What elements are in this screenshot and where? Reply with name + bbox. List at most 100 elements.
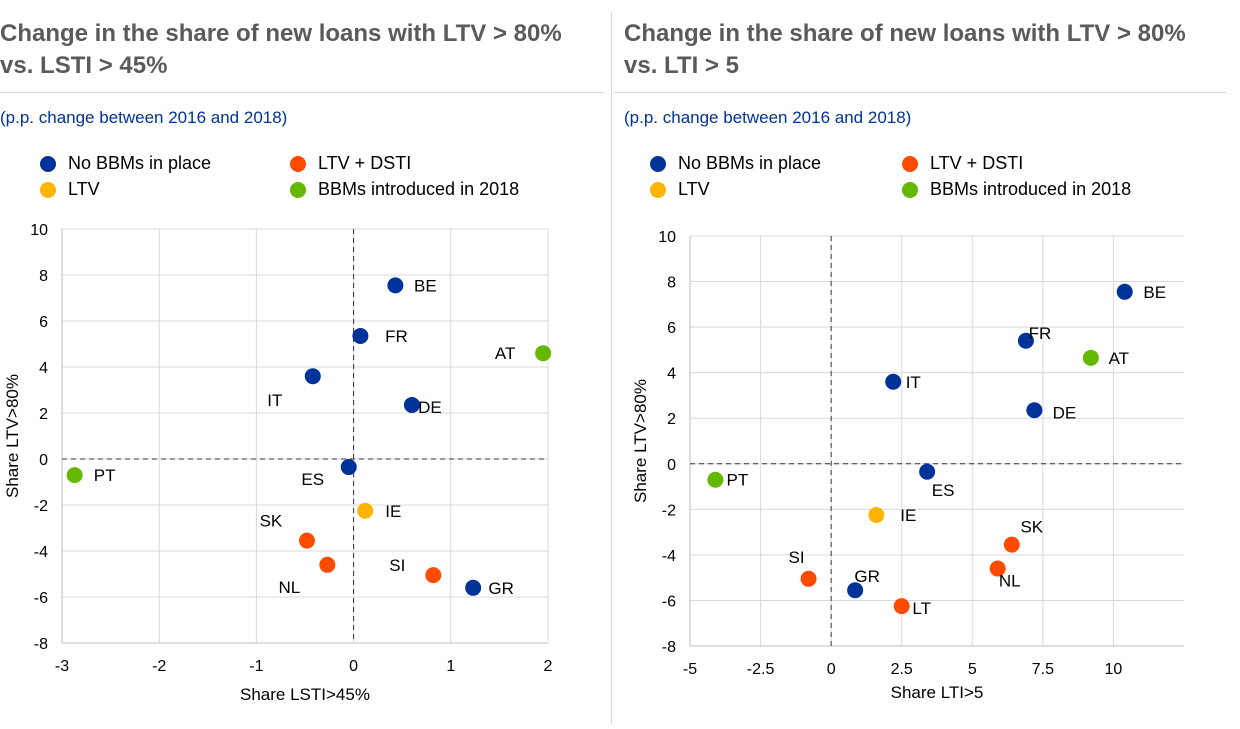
x-tick-label: -5 — [683, 661, 697, 678]
legend-item-bbms-2018: BBMs introduced in 2018 — [902, 179, 1131, 200]
data-label-de: DE — [1053, 403, 1077, 422]
data-point-sk — [298, 532, 315, 549]
y-tick-label: 4 — [39, 360, 48, 377]
y-tick-label: 8 — [667, 275, 676, 292]
legend-marker — [902, 155, 918, 172]
y-tick-label: 6 — [667, 320, 676, 337]
data-label-be: BE — [414, 276, 437, 295]
data-label-gr: GR — [854, 567, 880, 586]
data-point-sk — [1003, 536, 1020, 553]
data-point-lt — [893, 598, 910, 615]
legend-item-ltv-dsti: LTV + DSTI — [902, 153, 1023, 174]
data-point-at — [535, 345, 552, 362]
legend-item-no-bbms: No BBMs in place — [40, 153, 211, 174]
legend-label: LTV + DSTI — [930, 153, 1024, 173]
data-point-be — [387, 277, 404, 294]
legend-label: BBMs introduced in 2018 — [318, 179, 520, 199]
panel-divider — [611, 12, 612, 724]
data-label-ie: IE — [385, 502, 401, 521]
x-tick-label: 0 — [827, 661, 836, 678]
y-tick-label: 10 — [658, 229, 676, 246]
data-label-nl: NL — [999, 572, 1021, 591]
y-tick-label: -4 — [34, 544, 48, 561]
data-label-fr: FR — [385, 327, 408, 346]
chart-subtitle: (p.p. change between 2016 and 2018) — [624, 108, 912, 127]
legend-label: LTV + DSTI — [318, 153, 412, 173]
legend-item-ltv: LTV — [40, 179, 100, 200]
data-label-nl: NL — [278, 578, 300, 597]
data-label-it: IT — [267, 391, 282, 410]
y-tick-label: 2 — [667, 411, 676, 428]
legend-label: LTV — [678, 179, 710, 199]
x-tick-label: -3 — [55, 658, 69, 675]
data-label-de: DE — [418, 398, 442, 417]
legend-marker — [40, 155, 56, 172]
x-tick-label: 2.5 — [891, 661, 913, 678]
data-label-it: IT — [906, 373, 921, 392]
y-tick-label: -2 — [662, 502, 676, 519]
data-point-si — [800, 570, 817, 587]
legend-marker — [650, 155, 666, 172]
y-tick-label: -6 — [34, 590, 48, 607]
title-divider — [0, 92, 605, 93]
data-point-fr — [1017, 332, 1034, 349]
data-point-si — [425, 567, 442, 584]
legend-marker — [290, 155, 306, 172]
data-label-gr: GR — [488, 579, 514, 598]
data-point-nl — [989, 560, 1006, 577]
title-divider — [614, 92, 1226, 93]
data-label-lt: LT — [912, 599, 931, 618]
y-tick-label: 0 — [667, 457, 676, 474]
data-point-it — [304, 368, 321, 385]
x-tick-label: 7.5 — [1032, 661, 1054, 678]
data-point-de — [1026, 402, 1043, 419]
data-point-it — [885, 373, 902, 390]
y-tick-label: 0 — [39, 452, 48, 469]
chart-title: Change in the share of new loans with LT… — [0, 20, 562, 79]
data-label-at: AT — [495, 344, 515, 363]
legend-marker — [902, 181, 918, 198]
y-tick-label: 2 — [39, 406, 48, 423]
y-tick-label: 6 — [39, 314, 48, 331]
data-point-pt — [66, 467, 83, 484]
legend-item-bbms-2018: BBMs introduced in 2018 — [290, 179, 519, 200]
x-tick-label: -2.5 — [747, 661, 775, 678]
data-point-de — [403, 396, 420, 413]
legend-label: No BBMs in place — [678, 153, 822, 173]
data-label-fr: FR — [1029, 324, 1052, 343]
data-label-at: AT — [1109, 349, 1129, 368]
data-point-at — [1082, 349, 1099, 366]
data-label-be: BE — [1143, 283, 1166, 302]
data-point-pt — [707, 471, 724, 488]
y-tick-label: -2 — [34, 498, 48, 515]
data-label-ie: IE — [900, 506, 916, 525]
y-axis-label: Share LTV>80% — [631, 379, 650, 503]
legend-label: LTV — [68, 179, 100, 199]
scatter-plot-lti: -8 -6 -4 -2 0 2 4 6 8 10 -5 -2.5 0 2.5 5 7.5 10 Share LTI… — [631, 229, 1184, 702]
x-tick-label: 1 — [446, 658, 455, 675]
legend-marker — [40, 181, 56, 198]
y-tick-label: 8 — [39, 268, 48, 285]
x-tick-label: 10 — [1105, 661, 1123, 678]
legend-label: BBMs introduced in 2018 — [930, 179, 1132, 199]
y-tick-label: 10 — [30, 222, 48, 239]
legend-marker — [650, 181, 666, 198]
chart-panel-lti: Change in the share of new loans with LT… — [614, 0, 1240, 729]
data-label-es: ES — [301, 470, 324, 489]
data-label-sk: SK — [1020, 518, 1043, 537]
data-label-sk: SK — [260, 512, 283, 531]
y-tick-label: -8 — [662, 639, 676, 656]
legend-item-ltv-dsti: LTV + DSTI — [290, 153, 411, 174]
data-point-ie — [868, 507, 885, 524]
legend-label: No BBMs in place — [68, 153, 212, 173]
data-label-si: SI — [389, 556, 405, 575]
data-point-gr — [465, 579, 482, 596]
legend-item-ltv: LTV — [650, 179, 710, 200]
x-tick-label: -2 — [152, 658, 166, 675]
data-label-pt: PT — [727, 471, 749, 490]
y-tick-label: -8 — [34, 636, 48, 653]
x-tick-label: 0 — [349, 658, 358, 675]
x-tick-label: 2 — [544, 658, 553, 675]
scatter-plot-lsti: -8 -6 -4 -2 0 2 4 6 8 10 -3 -2 -1 0 1 2 Share LSTI>45% Sh… — [3, 222, 553, 704]
chart-panel-lsti: Change in the share of new loans with LT… — [0, 0, 605, 729]
